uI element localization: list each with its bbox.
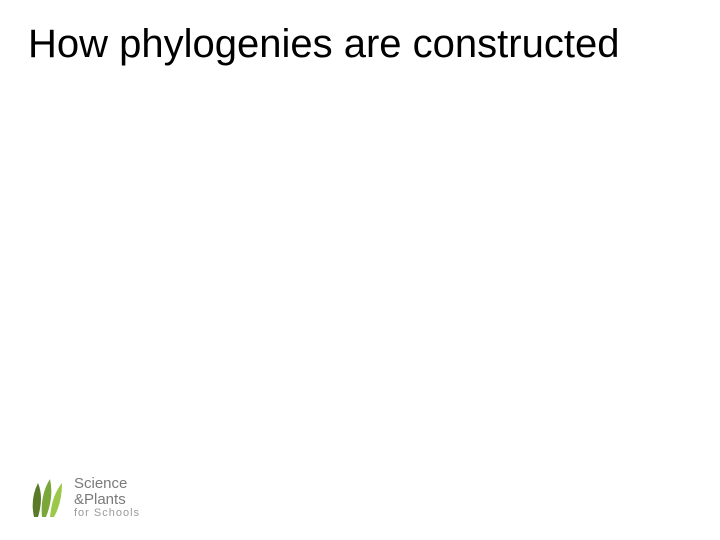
- slide-title: How phylogenies are constructed: [28, 22, 619, 67]
- brand-text: Science &Plants for Schools: [74, 476, 140, 520]
- brand-line-2: &Plants: [74, 492, 140, 508]
- brand-line-3: for Schools: [74, 508, 140, 520]
- brand-line-1: Science: [74, 476, 140, 492]
- brand-logo: Science &Plants for Schools: [28, 476, 140, 520]
- leaf-icon: [28, 477, 68, 519]
